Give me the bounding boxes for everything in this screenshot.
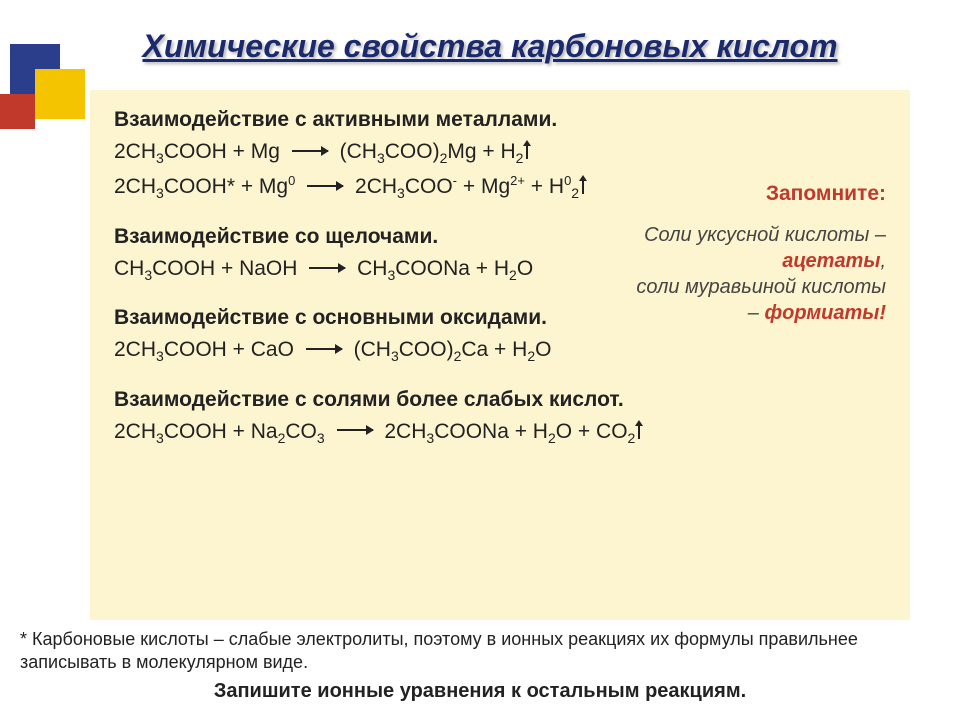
eq-part: + Mg <box>457 175 510 198</box>
remember-formates: формиаты! <box>764 302 886 324</box>
reaction-arrow-icon <box>292 150 328 152</box>
eq-sub: 2 <box>571 186 579 202</box>
eq-part: COOH + CaO <box>164 338 294 361</box>
eq-sub: 2 <box>628 430 636 446</box>
eq-sup: 0 <box>288 173 295 188</box>
eq-part: COONa + H <box>434 420 548 443</box>
eq-part: COOH + Mg <box>164 140 280 163</box>
remember-line: , <box>880 250 886 272</box>
eq-sub: 2 <box>509 267 517 283</box>
remember-line: Соли уксусной кислоты – <box>644 224 886 246</box>
section-head-metals: Взаимодействие с активными металлами. <box>114 108 886 132</box>
content-panel: Взаимодействие с активными металлами. 2C… <box>90 90 910 620</box>
eq-sub: 2 <box>548 430 556 446</box>
eq-sub: 3 <box>156 348 164 364</box>
gas-up-icon <box>638 425 640 439</box>
eq-part: COONa + H <box>395 257 509 280</box>
eq-part: 2CH <box>384 420 426 443</box>
section-head-salts: Взаимодействие с солями более слабых кис… <box>114 388 886 412</box>
gas-up-icon <box>582 180 584 194</box>
eq-part: CH <box>114 257 144 280</box>
task-text: Запишите ионные уравнения к остальным ре… <box>0 680 960 703</box>
eq-part: COO <box>405 175 453 198</box>
eq-sub: 2 <box>527 348 535 364</box>
eq-part: 2CH <box>114 140 156 163</box>
eq-part: O <box>517 257 533 280</box>
eq-sub: 3 <box>156 186 164 202</box>
reaction-arrow-icon <box>307 185 343 187</box>
eq-part: (CH <box>340 140 377 163</box>
eq-part: 2CH <box>114 338 156 361</box>
eq-sup: 2+ <box>510 173 525 188</box>
reaction-arrow-icon <box>309 267 345 269</box>
eq-part: COOH + Na <box>164 420 278 443</box>
eq-sub: 3 <box>317 430 325 446</box>
eq-part: Ca + H <box>461 338 527 361</box>
eq-part: CO <box>285 420 317 443</box>
deco-red-square <box>0 94 35 129</box>
footnote-text: * Карбоновые кислоты – слабые электролит… <box>20 628 940 675</box>
eq-part: COO) <box>385 140 440 163</box>
eq-part: COOH* + Mg <box>164 175 288 198</box>
remember-acetates: ацетаты <box>782 250 880 272</box>
eq-sub: 3 <box>156 430 164 446</box>
eq-sub: 3 <box>144 267 152 283</box>
deco-yellow-square <box>35 69 85 119</box>
remember-body: Соли уксусной кислоты – ацетаты, соли му… <box>626 222 886 326</box>
eq-sub: 3 <box>156 150 164 166</box>
eq-part: O + CO <box>556 420 628 443</box>
eq-sub: 2 <box>516 150 524 166</box>
eq-part: CH <box>357 257 387 280</box>
equation-oxides: 2CH3COOH + CaO (CH3COO)2Ca + H2O <box>114 336 886 365</box>
equation-salts: 2CH3COOH + Na2CO3 2CH3COONa + H2O + CO2 <box>114 418 886 447</box>
reaction-arrow-icon <box>306 348 342 350</box>
eq-part: Mg + H <box>447 140 515 163</box>
gas-up-icon <box>526 145 528 159</box>
eq-part: 2CH <box>114 420 156 443</box>
equation-metals-1: 2CH3COOH + Mg (CH3COO)2Mg + H2 <box>114 138 886 167</box>
eq-sub: 3 <box>377 150 385 166</box>
eq-part: 2CH <box>355 175 397 198</box>
slide-title: Химические свойства карбоновых кислот <box>50 28 930 65</box>
eq-sub: 3 <box>397 186 405 202</box>
eq-part: COO) <box>399 338 454 361</box>
remember-heading: Запомните: <box>766 182 886 206</box>
reaction-arrow-icon <box>337 429 373 431</box>
eq-part: COOH + NaOH <box>152 257 297 280</box>
eq-part: 2CH <box>114 175 156 198</box>
eq-sub: 3 <box>391 348 399 364</box>
eq-part: O <box>535 338 551 361</box>
eq-part: (CH <box>354 338 391 361</box>
eq-part: + H <box>525 175 564 198</box>
